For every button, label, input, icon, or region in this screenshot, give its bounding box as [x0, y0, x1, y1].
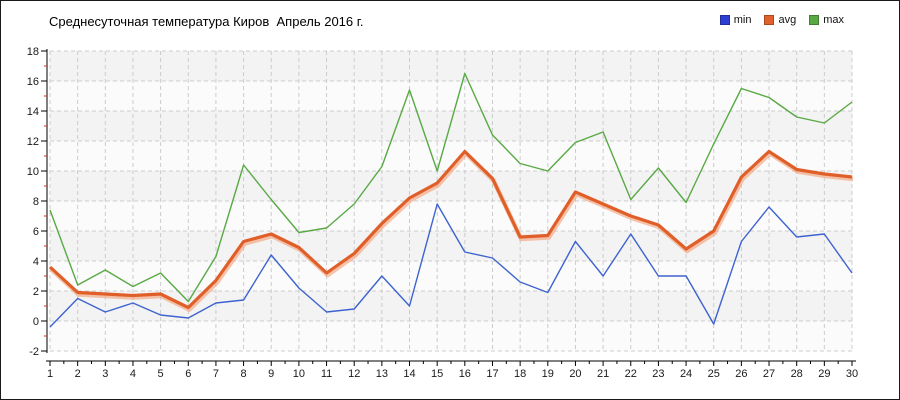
legend-item-min: min [719, 14, 752, 26]
svg-text:25: 25 [708, 368, 720, 380]
svg-text:2: 2 [75, 368, 81, 380]
svg-text:22: 22 [625, 368, 637, 380]
svg-text:11: 11 [321, 368, 332, 380]
svg-text:0: 0 [33, 316, 39, 328]
legend-item-avg: avg [764, 14, 796, 26]
legend-min-label: min [733, 14, 752, 26]
svg-text:6: 6 [185, 368, 191, 380]
svg-text:13: 13 [376, 368, 388, 380]
svg-text:-2: -2 [29, 346, 39, 358]
svg-text:12: 12 [348, 368, 360, 380]
svg-text:12: 12 [27, 136, 39, 148]
svg-text:3: 3 [102, 368, 108, 380]
chart-legend: min avg max [719, 14, 844, 26]
chart-title: Среднесуточная температура Киров Апрель … [49, 14, 364, 29]
legend-max-label: max [823, 14, 844, 26]
svg-text:28: 28 [791, 368, 803, 380]
svg-text:8: 8 [241, 368, 247, 380]
svg-text:14: 14 [403, 368, 415, 380]
svg-text:1: 1 [47, 368, 53, 380]
svg-text:4: 4 [33, 256, 39, 268]
svg-text:6: 6 [33, 226, 39, 238]
svg-text:23: 23 [652, 368, 664, 380]
svg-text:15: 15 [431, 368, 443, 380]
svg-text:14: 14 [27, 106, 39, 118]
svg-text:8: 8 [33, 196, 39, 208]
svg-text:19: 19 [542, 368, 554, 380]
svg-text:18: 18 [514, 368, 526, 380]
legend-avg-label: avg [778, 14, 797, 26]
svg-text:24: 24 [680, 368, 692, 380]
svg-text:4: 4 [130, 368, 136, 380]
legend-max-swatch-icon [809, 15, 820, 25]
svg-text:9: 9 [268, 368, 274, 380]
svg-text:5: 5 [158, 368, 164, 380]
legend-min-swatch-icon [719, 15, 730, 25]
legend-item-max: max [809, 14, 844, 26]
svg-text:16: 16 [459, 368, 471, 380]
svg-text:26: 26 [735, 368, 747, 380]
svg-text:10: 10 [27, 166, 39, 178]
svg-text:27: 27 [763, 368, 775, 380]
svg-text:30: 30 [846, 368, 858, 380]
svg-text:21: 21 [597, 368, 609, 380]
legend-avg-swatch-icon [764, 15, 775, 25]
svg-text:10: 10 [293, 368, 305, 380]
svg-text:29: 29 [818, 368, 830, 380]
svg-text:17: 17 [486, 368, 498, 380]
svg-text:16: 16 [27, 76, 39, 88]
svg-text:18: 18 [27, 46, 39, 58]
svg-text:2: 2 [33, 286, 39, 298]
svg-text:20: 20 [569, 368, 581, 380]
svg-text:7: 7 [213, 368, 219, 380]
